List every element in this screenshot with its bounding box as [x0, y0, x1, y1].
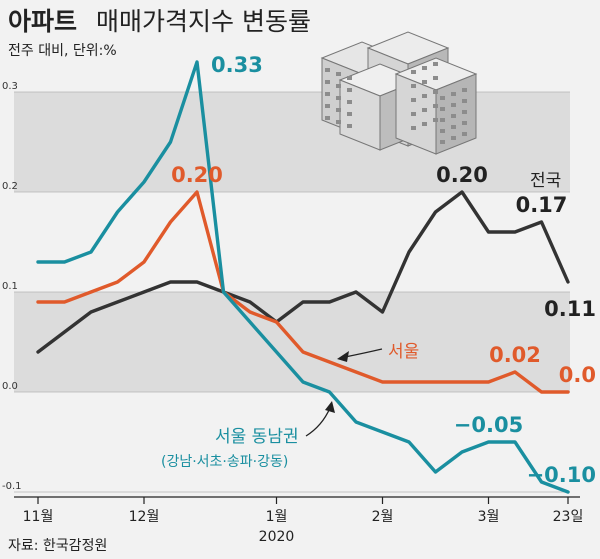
chart-title: 매매가격지수 변동률: [96, 7, 311, 36]
seoul-pointer-arrow: [344, 348, 383, 358]
y-tick-label: 0.1: [2, 281, 18, 292]
series-line-0: [36, 190, 570, 354]
x-year-label: 2020: [259, 529, 295, 545]
series-line-2: [36, 60, 570, 494]
band-0: [14, 92, 570, 192]
x-tick-label: 2월: [372, 509, 394, 525]
series-lines: [36, 60, 570, 494]
data-label: 0.33: [211, 53, 263, 77]
data-label: 0.17: [516, 193, 568, 217]
data-label: −0.05: [454, 413, 523, 437]
series-subtitle-southeast: (강남·서초·송파·강동): [161, 454, 288, 470]
data-label: 0.11: [544, 297, 596, 321]
gridlines: [14, 91, 570, 493]
x-tick-label: 23일: [553, 509, 584, 525]
apartment-buildings-icon: [320, 31, 478, 155]
x-tick-label: 3월: [478, 509, 500, 525]
data-label: 0.20: [171, 163, 223, 187]
y-axis-ticks: 0.3 0.2 0.1 0.0 -0.1: [2, 81, 22, 492]
data-label: 0.0: [559, 363, 596, 387]
series-name-seoul: 서울: [388, 342, 419, 362]
x-tick-label: 12월: [129, 509, 160, 525]
series-name-national: 전국: [530, 171, 561, 191]
y-tick-label: 0.3: [2, 81, 18, 92]
chart-title-bold: 아파트: [8, 7, 77, 36]
series-line-1: [36, 190, 570, 394]
data-labels: 0.20 0.17 0.11 0.20 0.02 0.0 0.33 −0.05 −0.10: [171, 53, 596, 487]
x-tick-label: 11월: [23, 509, 54, 525]
seoul-pointer-arrowhead: [337, 351, 349, 362]
southeast-pointer-arrowhead: [325, 401, 335, 413]
x-tick-label: 1월: [266, 509, 288, 525]
series-name-southeast: 서울 동남권: [215, 427, 299, 447]
source-note: 자료: 한국감정원: [8, 538, 107, 554]
y-tick-label: -0.1: [2, 481, 22, 492]
unit-label: 전주 대비, 단위:%: [8, 43, 117, 59]
y-tick-label: 0.2: [2, 181, 18, 192]
y-tick-label: 0.0: [2, 381, 18, 392]
data-label: 0.02: [489, 343, 541, 367]
data-label: 0.20: [436, 163, 488, 187]
southeast-pointer-arrow: [305, 407, 331, 437]
data-label: −0.10: [527, 463, 596, 487]
x-axis-ticks: 11월 12월 1월 2월 3월 23일 2020: [23, 497, 584, 545]
